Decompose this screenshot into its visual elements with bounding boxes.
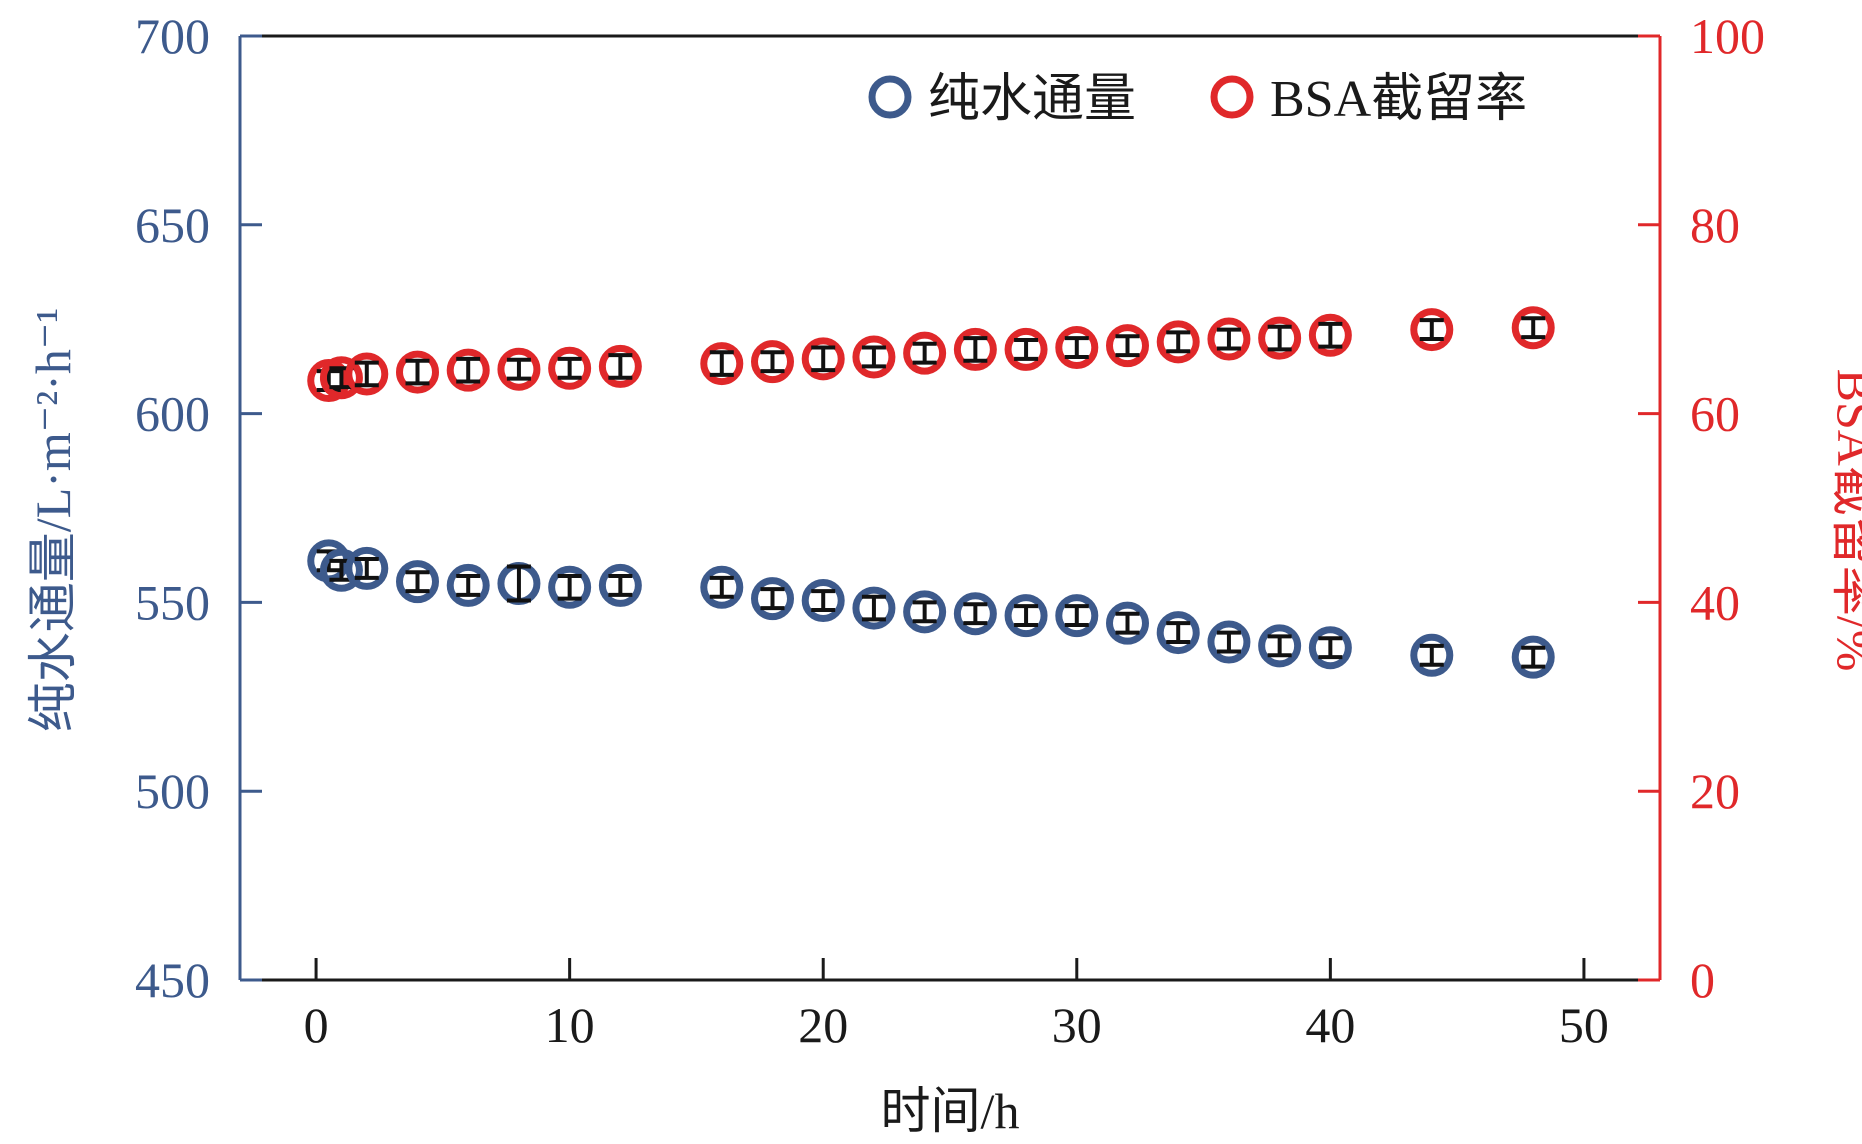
flux-point-marker xyxy=(1156,611,1200,655)
flux-series xyxy=(307,539,1555,679)
left-tick-label: 700 xyxy=(135,8,210,64)
rejection-point-marker xyxy=(345,352,389,396)
flux-point-marker xyxy=(751,577,794,621)
right-axis-title: BSA截留率/% xyxy=(1827,369,1862,672)
rejection-point-marker xyxy=(852,335,896,379)
right-tick-label: 60 xyxy=(1690,386,1740,442)
rejection-point-marker xyxy=(396,350,439,394)
rejection-point-marker xyxy=(1156,320,1200,364)
flux-point-marker xyxy=(345,546,389,590)
x-tick-label: 50 xyxy=(1559,997,1609,1053)
x-tick-label: 20 xyxy=(798,997,848,1053)
rejection-point-marker xyxy=(1308,313,1352,357)
rejection-point-marker xyxy=(1207,317,1251,361)
flux-point-marker xyxy=(1258,624,1302,668)
rejection-point-marker xyxy=(1410,308,1454,352)
flux-point-marker xyxy=(1308,626,1352,670)
rejection-point-marker xyxy=(751,340,794,384)
right-tick-label: 80 xyxy=(1690,197,1740,253)
legend-flux-label: 纯水通量 xyxy=(928,71,1136,128)
flux-point-marker xyxy=(1106,601,1149,645)
flux-point-marker xyxy=(1511,635,1555,679)
rejection-point-marker xyxy=(598,344,642,388)
flux-point-marker xyxy=(903,590,947,634)
x-tick-label: 10 xyxy=(545,997,595,1053)
rejection-point-marker xyxy=(1511,306,1555,350)
plot-frame xyxy=(240,34,1660,982)
flux-point-marker xyxy=(396,560,439,604)
left-tick-label: 450 xyxy=(135,952,210,1008)
flux-point-marker xyxy=(1055,594,1099,638)
flux-point-marker xyxy=(319,548,363,592)
rejection-point-marker xyxy=(953,327,997,371)
rejection-point-marker xyxy=(1004,327,1048,371)
rejection-point-marker xyxy=(446,348,490,392)
rejection-point-marker xyxy=(1055,326,1099,370)
rejection-point-marker xyxy=(1258,316,1302,360)
rejection-point-marker xyxy=(1106,324,1149,368)
flux-point-marker xyxy=(1004,594,1048,638)
left-tick-label: 500 xyxy=(135,763,210,819)
flux-point-marker xyxy=(953,592,997,636)
x-axis: 0 10 20 30 40 50 xyxy=(304,958,1609,1053)
flux-point-marker xyxy=(801,579,845,623)
rejection-point-marker xyxy=(497,347,541,391)
flux-point-marker xyxy=(548,565,592,609)
left-y-axis: 450 500 550 600 650 700 xyxy=(135,8,262,1008)
x-tick-label: 0 xyxy=(304,997,329,1053)
flux-point-marker xyxy=(852,586,896,630)
x-axis-title: 时间/h xyxy=(881,1083,1020,1139)
legend-rejection-marker xyxy=(1210,75,1254,119)
left-tick-label: 600 xyxy=(135,386,210,442)
flux-point-marker xyxy=(446,563,490,607)
legend: 纯水通量 BSA截留率 xyxy=(868,71,1527,128)
right-tick-label: 40 xyxy=(1690,574,1740,630)
rejection-point-marker xyxy=(903,331,947,375)
x-tick-label: 30 xyxy=(1052,997,1102,1053)
flux-point-marker xyxy=(1207,620,1251,664)
rejection-point-marker xyxy=(801,337,845,381)
rejection-series xyxy=(307,306,1555,403)
left-tick-label: 650 xyxy=(135,197,210,253)
rejection-point-marker xyxy=(700,342,744,386)
legend-flux-marker xyxy=(868,75,912,119)
x-tick-label: 40 xyxy=(1305,997,1355,1053)
rejection-point-marker xyxy=(548,346,592,390)
rejection-point-marker xyxy=(319,356,363,400)
legend-rejection-label: BSA截留率 xyxy=(1270,71,1527,128)
left-axis-title: 纯水通量/L·m⁻²·h⁻¹ xyxy=(25,308,81,732)
right-tick-label: 20 xyxy=(1690,763,1740,819)
right-y-axis: 0 20 40 60 80 100 xyxy=(1638,8,1765,1008)
right-tick-label: 0 xyxy=(1690,952,1715,1008)
flux-point-marker xyxy=(700,565,744,609)
right-tick-label: 100 xyxy=(1690,8,1765,64)
flux-point-marker xyxy=(1410,633,1454,677)
left-tick-label: 550 xyxy=(135,574,210,630)
flux-point-marker xyxy=(598,563,642,607)
